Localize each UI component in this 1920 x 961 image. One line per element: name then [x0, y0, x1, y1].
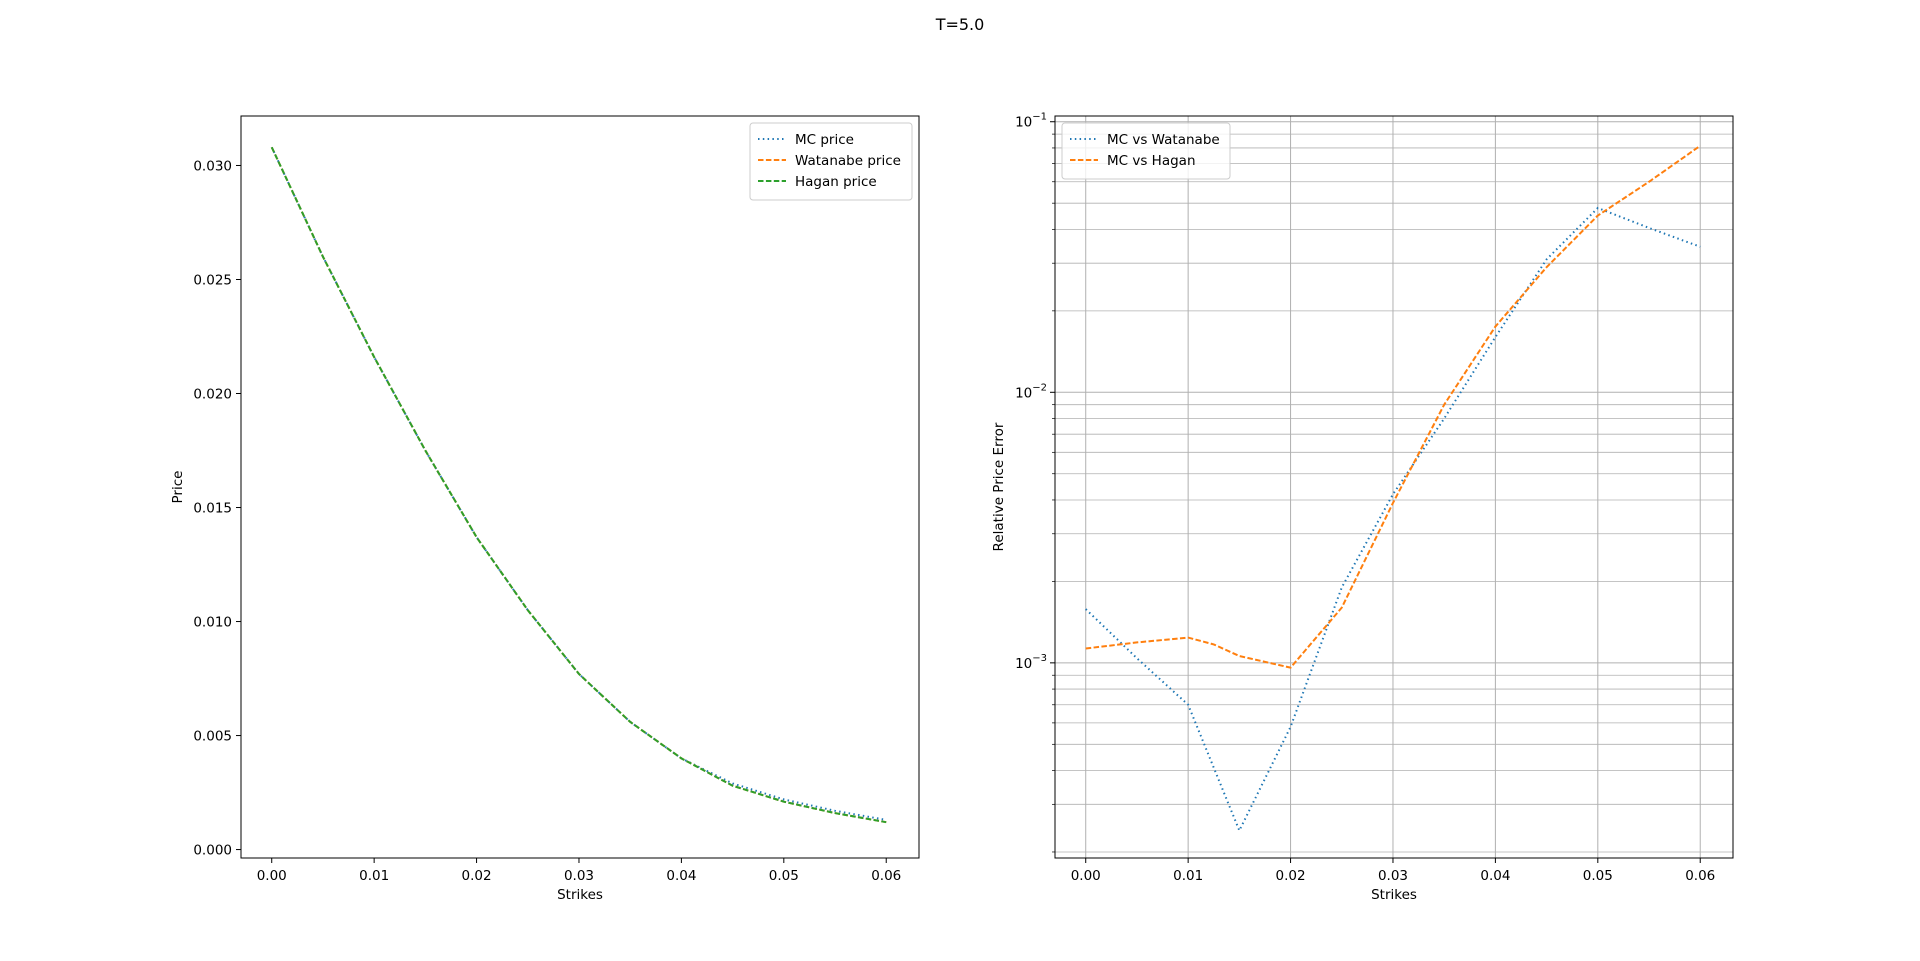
legend-label: MC price [795, 132, 854, 148]
error-chart-legend: MC vs Watanabe MC vs Hagan [1061, 122, 1231, 180]
error-chart-y-axis: 10−3 10−2 10−1 [1015, 112, 1055, 853]
figure-suptitle: T=5.0 [935, 15, 985, 34]
price-chart-x-tick-label: 0.00 [257, 868, 287, 884]
price-chart-y-tick-label: 0.025 [193, 272, 232, 288]
series-line-mc-vs-watanabe [1085, 206, 1701, 833]
error-chart-x-tick-label: 0.06 [1685, 868, 1715, 884]
price-chart-y-tick-label: 0.000 [193, 843, 232, 859]
price-chart-x-axis-title: Strikes [557, 887, 603, 903]
error-chart-grid [1055, 116, 1733, 858]
error-chart-x-tick-label: 0.04 [1480, 868, 1510, 884]
price-chart: 0.00 0.01 0.02 0.03 0.04 0.05 0.06 0.0000.0050… [170, 115, 920, 903]
legend-label: MC vs Hagan [1107, 153, 1196, 169]
error-chart-x-axis-title: Strikes [1371, 887, 1417, 903]
price-chart-legend-box [749, 122, 913, 201]
price-chart-x-tick-label: 0.03 [564, 868, 594, 884]
series-line-hagan-price [270, 146, 887, 824]
price-chart-y-tick-label: 0.005 [193, 729, 232, 745]
price-chart-legend: MC price Watanabe price Hagan price [749, 122, 913, 201]
price-chart-y-tick-label: 0.020 [193, 387, 232, 403]
error-chart-y-tick-label: 10−3 [1015, 653, 1047, 672]
price-chart-y-axis: 0.000 0.005 0.010 0.015 0.020 0.025 0.030 [193, 158, 241, 859]
error-chart-y-tick-label: 10−1 [1015, 112, 1047, 131]
legend-label: MC vs Watanabe [1107, 132, 1220, 148]
price-chart-y-tick-label: 0.030 [193, 158, 232, 174]
legend-label: Watanabe price [795, 153, 901, 169]
error-chart: 0.00 0.01 0.02 0.03 0.04 0.05 0.06 10−310−210−… [991, 112, 1734, 903]
error-chart-x-tick-label: 0.01 [1173, 868, 1203, 884]
series-line-mc-price [270, 146, 887, 821]
price-chart-frame [240, 115, 920, 859]
series-line-watanabe-price [270, 146, 887, 824]
series-line-mc-vs-hagan [1085, 144, 1701, 669]
price-chart-x-tick-label: 0.01 [359, 868, 389, 884]
price-chart-y-axis-title: Price [170, 471, 186, 504]
price-chart-x-axis: 0.00 0.01 0.02 0.03 0.04 0.05 0.06 [257, 858, 901, 884]
legend-label: Hagan price [795, 174, 877, 190]
price-chart-x-tick-label: 0.05 [769, 868, 799, 884]
error-chart-x-axis: 0.00 0.01 0.02 0.03 0.04 0.05 0.06 [1071, 858, 1715, 884]
price-chart-x-tick-label: 0.02 [462, 868, 492, 884]
error-chart-series-lines [1085, 144, 1701, 833]
price-chart-y-tick-label: 0.015 [193, 501, 232, 517]
error-chart-y-tick-label: 10−2 [1015, 382, 1047, 401]
error-chart-x-tick-label: 0.03 [1378, 868, 1408, 884]
price-chart-series-lines [270, 146, 887, 824]
error-chart-frame [1054, 115, 1734, 859]
error-chart-legend-box [1061, 122, 1231, 180]
price-chart-x-tick-label: 0.06 [871, 868, 901, 884]
price-chart-y-tick-label: 0.010 [193, 615, 232, 631]
price-chart-x-tick-label: 0.04 [666, 868, 696, 884]
error-chart-x-tick-label: 0.05 [1583, 868, 1613, 884]
error-chart-x-tick-label: 0.00 [1071, 868, 1101, 884]
error-chart-x-tick-label: 0.02 [1276, 868, 1306, 884]
error-chart-y-axis-title: Relative Price Error [991, 422, 1007, 551]
